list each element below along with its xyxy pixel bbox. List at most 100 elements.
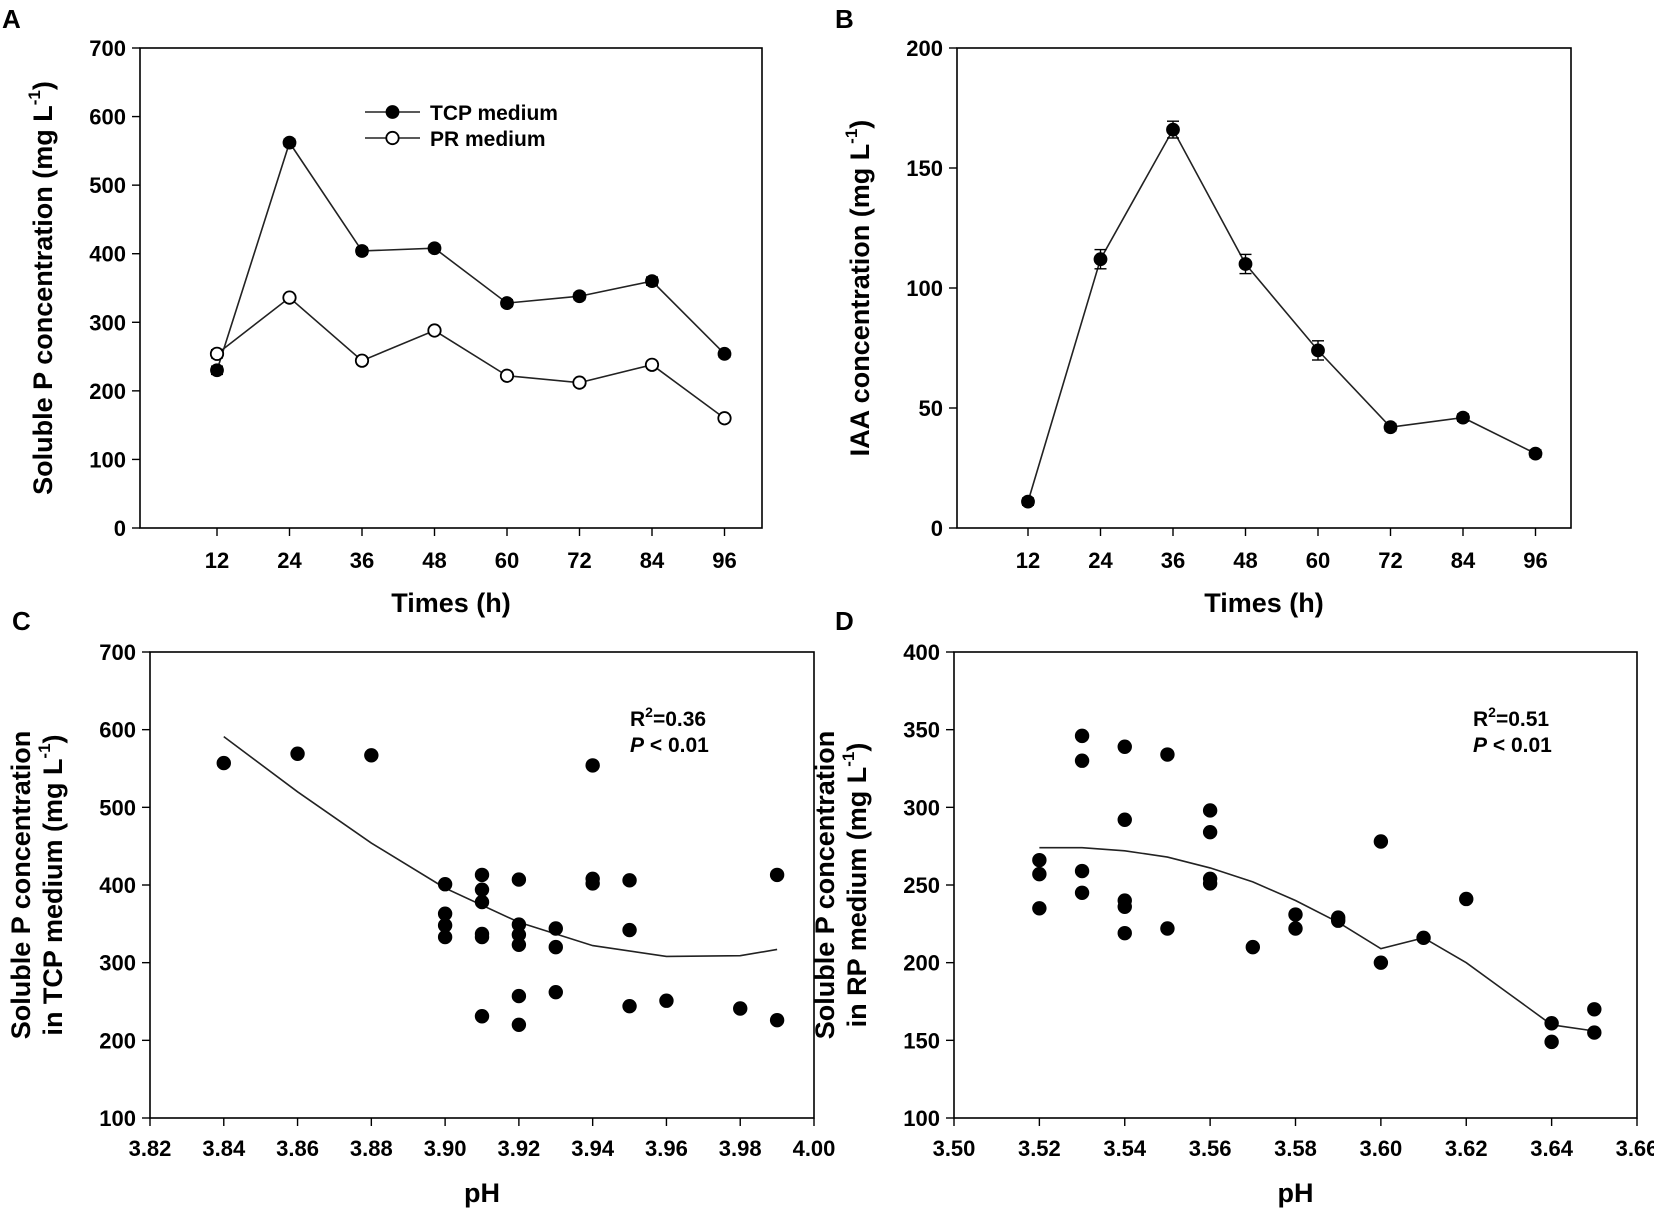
- data-point: [645, 274, 659, 289]
- legend-label: TCP medium: [430, 102, 558, 125]
- r-squared-superscript: 2: [645, 704, 653, 720]
- data-point: [474, 882, 490, 897]
- data-point: [1311, 343, 1325, 358]
- y-tick-label: 100: [89, 447, 126, 472]
- y-tick-label: 500: [99, 795, 136, 820]
- x-tick-label: 3.64: [1530, 1136, 1574, 1161]
- x-tick-label: 36: [350, 548, 374, 573]
- y-tick-label: 700: [99, 640, 136, 665]
- data-point: [437, 877, 453, 892]
- data-point: [1117, 739, 1132, 754]
- x-tick-label: 48: [1233, 548, 1257, 573]
- x-tick-label: 48: [422, 548, 446, 573]
- data-point: [622, 998, 637, 1014]
- data-point: [437, 929, 453, 945]
- data-point: [1238, 257, 1253, 271]
- x-tick-label: 36: [1161, 548, 1185, 573]
- data-point: [355, 244, 369, 258]
- x-tick-label: 3.50: [933, 1136, 976, 1161]
- data-point: [1373, 834, 1389, 849]
- y-tick-label: 400: [99, 873, 136, 898]
- data-point: [1459, 891, 1474, 907]
- x-tick-label: 12: [205, 548, 229, 573]
- y-axis-title-superscript: -1: [842, 129, 861, 144]
- data-point: [1416, 930, 1431, 946]
- data-point: [210, 363, 224, 378]
- y-tick-label: 300: [903, 795, 940, 820]
- panel-letter: D: [835, 606, 854, 636]
- y-axis-title-text: in RP medium (mg L: [842, 767, 872, 1028]
- x-tick-label: 96: [1523, 548, 1547, 573]
- y-tick-label: 300: [99, 951, 136, 976]
- y-axis-title-line1: Soluble P concentration: [6, 731, 36, 1040]
- y-tick-label: 600: [99, 718, 136, 743]
- legend-label: PR medium: [430, 128, 546, 151]
- x-axis-title: Times (h): [1204, 588, 1324, 618]
- data-point: [548, 939, 563, 955]
- legend-marker: [385, 105, 400, 119]
- data-point: [1202, 876, 1218, 891]
- x-tick-label: 3.92: [497, 1136, 540, 1161]
- y-tick-label: 500: [89, 173, 126, 198]
- data-point: [622, 873, 637, 888]
- x-tick-label: 96: [712, 548, 736, 573]
- data-point: [427, 323, 442, 338]
- panel-letter: A: [2, 4, 21, 34]
- x-tick-label: 3.98: [719, 1136, 762, 1161]
- r-squared-annotation: R2=0.51: [1473, 704, 1549, 731]
- p-label: P: [1473, 734, 1488, 757]
- data-point: [572, 375, 587, 390]
- data-point: [717, 346, 732, 361]
- y-tick-label: 100: [903, 1106, 940, 1131]
- y-axis-title-superscript: -1: [25, 90, 44, 105]
- data-point: [1330, 913, 1346, 928]
- x-tick-label: 12: [1016, 548, 1040, 573]
- y-axis-title-line1: Soluble P concentration: [810, 731, 840, 1040]
- x-tick-label: 3.96: [645, 1136, 688, 1161]
- y-tick-label: 0: [931, 516, 943, 541]
- r-squared-label: R: [630, 708, 645, 731]
- y-tick-label: 300: [89, 310, 126, 335]
- x-axis-title: Times (h): [391, 588, 511, 618]
- y-tick-label: 400: [89, 242, 126, 267]
- data-point: [511, 1017, 527, 1033]
- data-point: [717, 411, 732, 426]
- x-tick-label: 3.54: [1103, 1136, 1147, 1161]
- y-tick-label: 700: [89, 36, 126, 61]
- p-label: P: [630, 734, 645, 757]
- data-point: [364, 748, 379, 763]
- data-point: [1160, 747, 1175, 762]
- y-axis-title-text: IAA concentration (mg L: [845, 144, 875, 457]
- data-point: [1032, 901, 1047, 916]
- x-tick-label: 72: [1378, 548, 1402, 573]
- x-tick-label: 3.82: [129, 1136, 172, 1161]
- series-line-pr-medium: [216, 296, 725, 419]
- data-point: [1288, 921, 1303, 936]
- x-tick-label: 3.66: [1616, 1136, 1654, 1161]
- y-tick-label: 600: [89, 105, 126, 130]
- x-tick-label: 3.56: [1189, 1136, 1232, 1161]
- data-point: [282, 290, 297, 305]
- regression-curve: [1039, 846, 1595, 1032]
- data-point: [733, 1001, 748, 1016]
- p-value-annotation: P < 0.01: [630, 734, 709, 757]
- y-tick-label: 100: [99, 1106, 136, 1131]
- x-axis-title: pH: [464, 1178, 500, 1208]
- data-point: [1544, 1034, 1559, 1050]
- data-point: [1074, 885, 1090, 900]
- y-axis-title-line2: in RP medium (mg L-1): [839, 743, 872, 1028]
- data-point: [1117, 812, 1132, 827]
- y-axis-title-line2: in TCP medium (mg L-1): [35, 734, 68, 1035]
- x-tick-label: 3.52: [1018, 1136, 1061, 1161]
- data-point: [1074, 753, 1090, 768]
- y-axis-title-suffix: ): [842, 743, 872, 752]
- data-point: [1456, 410, 1470, 425]
- data-point: [1202, 803, 1218, 818]
- data-point: [769, 867, 785, 883]
- data-point: [216, 755, 231, 771]
- x-tick-label: 60: [1306, 548, 1330, 573]
- x-tick-label: 3.90: [424, 1136, 467, 1161]
- x-tick-label: 3.86: [276, 1136, 319, 1161]
- data-point: [511, 988, 527, 1004]
- x-tick-label: 84: [1451, 548, 1476, 573]
